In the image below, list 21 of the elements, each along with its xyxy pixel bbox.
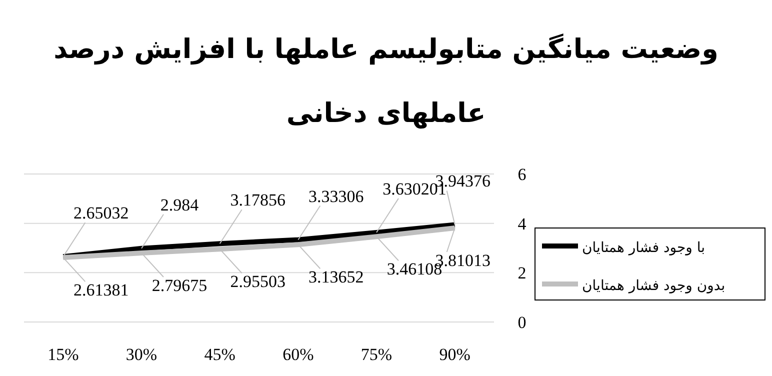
- x-tick-label: 30%: [126, 345, 158, 364]
- data-label: 2.79675: [152, 276, 208, 296]
- x-tick-label: 60%: [282, 345, 314, 364]
- legend-label: بدون وجود فشار همتایان: [582, 278, 726, 294]
- x-tick-label: 90%: [439, 345, 470, 364]
- y-tick-label: 6: [518, 165, 526, 184]
- y-tick-label: 0: [518, 313, 526, 332]
- data-label: 3.33306: [308, 186, 364, 206]
- x-tick-label: 75%: [360, 345, 392, 364]
- data-label: 2.95503: [230, 272, 286, 292]
- data-label: 2.65032: [74, 204, 129, 223]
- y-tick-label: 4: [518, 214, 527, 234]
- y-tick-label: 2: [518, 264, 526, 283]
- data-label: 3.13652: [308, 268, 364, 287]
- data-label: 2.984: [160, 195, 200, 214]
- x-tick-label: 45%: [204, 345, 236, 364]
- legend-label: با وجود فشار همتایان: [582, 240, 706, 256]
- data-label: 3.17856: [230, 190, 286, 210]
- chart-title: وضعیت میانگین متابولیسم عاملها با افزایش درصد عاملهای دخانی: [54, 34, 718, 129]
- x-tick-label: 15%: [48, 345, 79, 364]
- data-label: 2.61381: [74, 280, 129, 300]
